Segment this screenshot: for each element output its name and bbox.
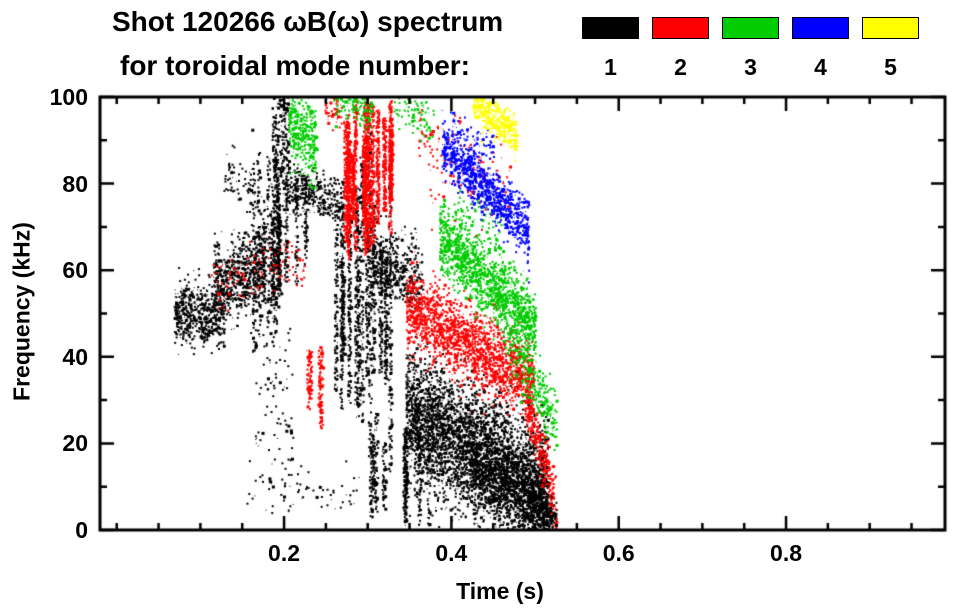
legend-mode-number: 4: [814, 54, 827, 80]
legend-swatch-n4: [792, 17, 849, 39]
x-tick-label: 0.8: [770, 540, 803, 566]
legend-mode-number: 3: [744, 54, 757, 80]
x-tick-label: 0.2: [268, 540, 301, 566]
legend-swatch-n1: [582, 17, 639, 39]
legend-mode-number: 1: [604, 54, 617, 80]
legend-swatch-n5: [862, 17, 919, 39]
x-axis-label: Time (s): [456, 578, 544, 604]
y-axis-label: Frequency (kHz): [8, 222, 35, 401]
legend-mode-number: 2: [674, 54, 687, 80]
x-tick-label: 0.6: [602, 540, 635, 566]
x-tick-label: 0.4: [435, 540, 468, 566]
chart-subtitle: for toroidal mode number:: [120, 50, 470, 81]
legend-swatch-n3: [722, 17, 779, 39]
legend-swatch-n2: [652, 17, 709, 39]
y-tick-label: 100: [49, 84, 88, 110]
y-tick-label: 40: [62, 343, 88, 370]
legend-mode-number: 5: [884, 54, 897, 80]
y-tick-label: 80: [62, 170, 88, 197]
chart-title: Shot 120266 ωB(ω) spectrum: [112, 6, 504, 37]
y-tick-label: 0: [75, 517, 88, 543]
y-tick-label: 20: [62, 430, 88, 457]
y-tick-label: 60: [62, 257, 88, 284]
